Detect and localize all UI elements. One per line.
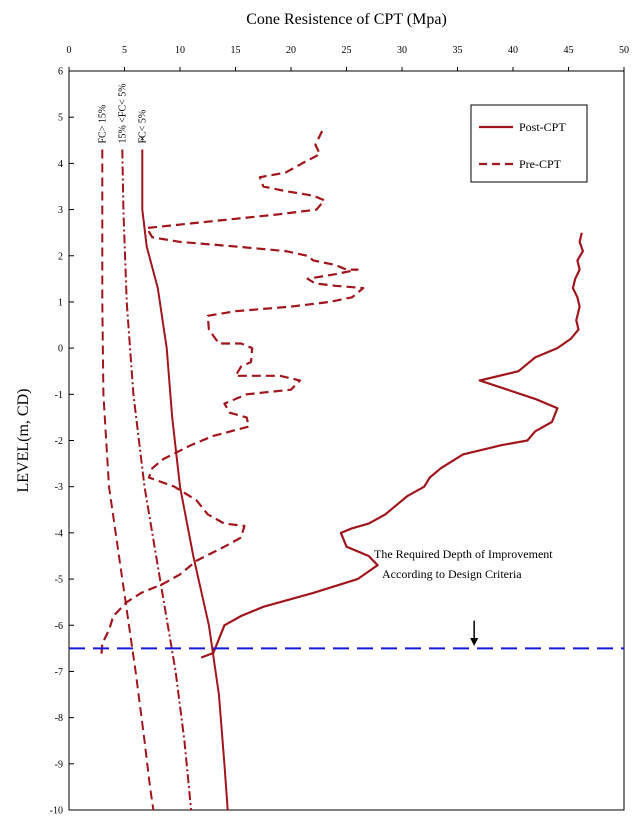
y-tick-label: -9 — [55, 759, 63, 770]
y-tick-label: 0 — [58, 344, 63, 355]
x-tick-label: 30 — [397, 45, 407, 56]
plot-frame — [68, 70, 625, 811]
y-tick-label: 6 — [58, 67, 63, 78]
y-tick-label: 3 — [58, 205, 63, 216]
y-axis: 6 5 4 3 2 1 0 -1 -2 -3 -4 -5 -6 -7 -8 -9 -10 — [50, 67, 74, 817]
x-tick-label: 40 — [508, 45, 518, 56]
series-post-cpt-line — [200, 232, 584, 659]
x-tick-label: 15 — [231, 45, 241, 56]
x-tick-label: 5 — [122, 45, 127, 56]
y-tick-label: -10 — [50, 806, 63, 817]
series-layer — [100, 130, 584, 811]
x-tick-label: 25 — [342, 45, 352, 56]
curve-label: FC> 15% — [97, 105, 108, 144]
x-tick-label: 45 — [564, 45, 574, 56]
curve-labels: FC> 15% 15% <FC< 5% FC< 5% — [97, 83, 148, 143]
series-15-fc-5-line — [121, 149, 193, 811]
y-tick-label: -3 — [55, 482, 63, 493]
y-tick-label: -5 — [55, 575, 63, 586]
curve-label: FC< 5% — [137, 110, 148, 144]
annotation-arrow — [470, 620, 479, 647]
y-axis-label: LEVEL(m, CD) — [15, 389, 32, 493]
x-tick-label: 10 — [175, 45, 185, 56]
y-tick-label: -1 — [55, 390, 63, 401]
series-fc-5-line — [141, 149, 229, 811]
x-tick-label: 0 — [67, 45, 72, 56]
y-tick-label: -2 — [55, 436, 63, 447]
legend: Post-CPT Pre-CPT — [470, 104, 588, 183]
cross-marker: × — [139, 134, 145, 145]
curve-label: 15% <FC< 5% — [117, 83, 128, 143]
y-tick-label: 2 — [58, 251, 63, 262]
legend-label: Pre-CPT — [519, 157, 562, 171]
y-tick-label: -7 — [55, 667, 63, 678]
legend-label: Post-CPT — [519, 120, 566, 134]
y-tick-label: 4 — [58, 159, 63, 170]
legend-box — [470, 104, 588, 183]
chart-title: Cone Resistence of CPT (Mpa) — [246, 11, 447, 28]
y-tick-label: 1 — [58, 297, 63, 308]
x-tick-label: 35 — [453, 45, 463, 56]
x-axis: 0 5 10 15 20 25 30 35 40 45 50 — [67, 45, 629, 71]
annotation-line1: The Required Depth of Improvement — [374, 547, 553, 561]
arrow-head — [470, 638, 479, 647]
series-fc-15-line — [101, 149, 155, 811]
y-tick-label: -4 — [55, 528, 63, 539]
series-pre-cpt-line — [100, 130, 365, 658]
annotation-line2: According to Design Criteria — [382, 567, 522, 581]
y-tick-label: -8 — [55, 713, 63, 724]
x-tick-label: 50 — [619, 45, 629, 56]
y-tick-label: 5 — [58, 113, 63, 124]
y-tick-label: -6 — [55, 621, 63, 632]
x-tick-label: 20 — [286, 45, 296, 56]
